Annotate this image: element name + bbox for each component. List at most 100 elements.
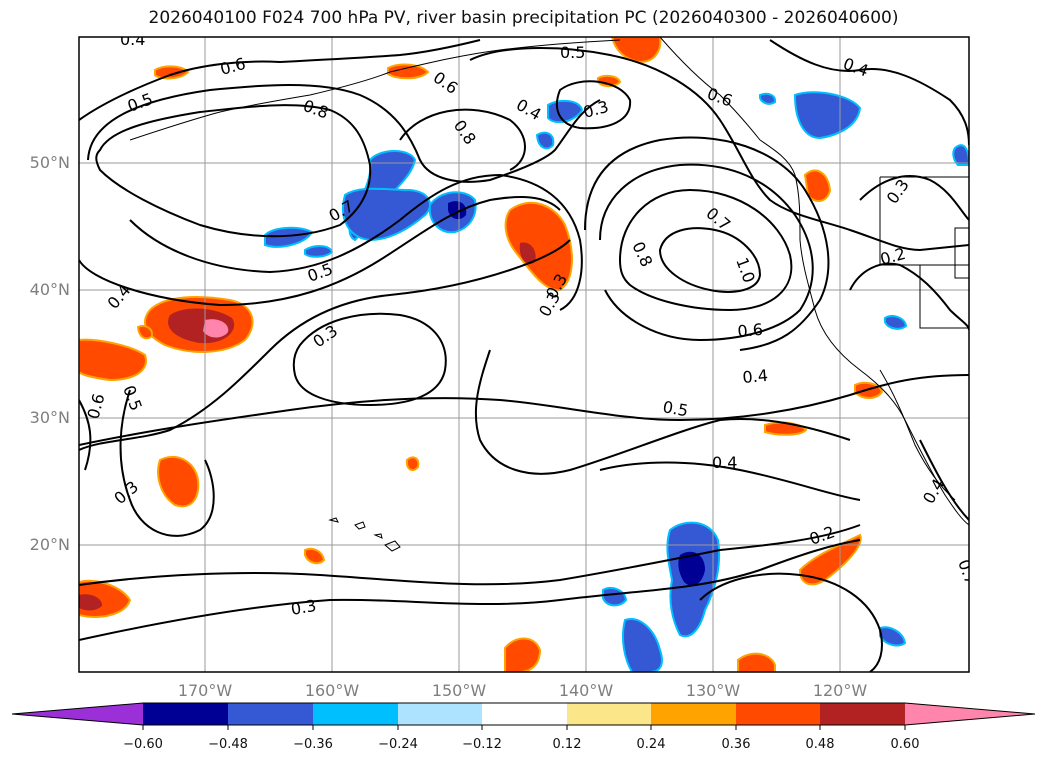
colorbar-segment [228,703,313,725]
pv-contour [79,399,92,471]
precip-negative-region [879,626,907,647]
pv-contour [474,349,851,475]
lon-label: 130°W [685,681,741,700]
pv-contour [859,175,969,221]
pv-contour [769,39,969,146]
precip-positive-region [798,533,862,586]
pv-contour [79,524,861,586]
precip-negative-region [884,315,908,330]
lat-label: 30°N [29,408,70,427]
pv-contour [292,312,447,407]
contour-label: 0.4 [513,95,545,124]
colorbar-tick-label: −0.60 [123,737,163,752]
hawaii-islands [328,517,401,552]
pv-contour [399,108,526,171]
pv-contour [79,39,481,121]
pv-contour [79,539,861,641]
contour-label: 0.5 [661,397,689,420]
precip-positive-region [764,421,808,436]
contour-label: 1.0 [732,255,759,285]
pv-contour [584,136,830,351]
precip-negative-region [759,92,777,105]
contour-label: 0.5 [125,89,155,116]
colorbar-tick-label: 0.12 [552,737,582,752]
contour-label: 0.3 [289,596,317,619]
baja-coast [879,369,956,501]
colorbar-segment [482,703,567,725]
precip-negative-region [264,226,314,248]
contour-label: 0.5 [119,383,146,413]
precip-strong-region [79,594,103,611]
north-america-coast [659,37,969,526]
pv-contours [79,39,969,672]
contour-label: 0.4 [120,30,145,49]
precip-max-region [203,319,229,338]
precip-positive-region [610,37,662,64]
precip-positive-region [136,325,154,340]
pv-contour [119,389,215,537]
contour-label: 0.4 [742,366,769,387]
colorbar-segment [736,703,820,725]
contour-label: 0.8 [450,116,480,148]
lon-label: 170°W [177,681,233,700]
pv-contour [87,84,601,183]
pv-contour [699,572,883,672]
colorbar-tick-label: −0.36 [293,737,333,752]
contour-label: 0.5 [560,43,585,62]
pv-contour [658,227,762,293]
contour-label: 0.6 [84,392,109,422]
precip-negative-region [793,91,862,140]
contour-label: 0.6 [737,320,764,341]
contour-label: 0.3 [309,321,341,351]
lat-label: 20°N [29,535,70,554]
precip-positive-region [79,338,147,382]
precip-positive-region [405,456,420,472]
colorbar-tick-label: 0.24 [636,737,666,752]
contour-label: 0.4 [919,475,948,507]
contour-label: 0.6 [430,68,462,98]
colorbar-extend-min [12,703,143,725]
lon-label: 150°W [431,681,487,700]
pv-contour [849,262,969,331]
pv-contour [469,47,969,252]
precip-positive-region [737,652,776,672]
contour-label: 0.8 [301,96,331,123]
colorbar-segment [398,703,482,725]
colorbar-tick-label: 0.48 [805,737,835,752]
pv-contour [599,163,814,342]
precip-negative-region [535,131,555,150]
contour-label: 0.7 [702,204,734,235]
precip-negative-region [342,187,431,242]
pv-contour [618,188,793,312]
pv-contour [129,173,583,311]
colorbar-segment [820,703,905,725]
colorbar-extend-max [905,703,1035,725]
pv-contour [95,104,372,238]
colorbar-segment [651,703,736,725]
pv-contour [919,439,969,521]
contour-label: 0.6 [218,54,248,79]
precip-positive-region [803,169,832,202]
colorbar-tick-label: −0.48 [208,737,248,752]
precip-strong-negative [678,551,705,586]
plot-area: 0.4 0.6 0.5 0.8 0.6 0.5 0.4 0.3 0.8 0.6 … [79,30,981,672]
colorbar-segment [313,703,398,725]
pv-contour [79,196,561,307]
aleutian-islands [129,71,391,141]
precip-positive-region [154,65,190,80]
precip-strong-region [519,242,536,264]
pv-contour [79,239,571,451]
colorbar-ticks [142,725,906,730]
colorbar-tick-label: −0.24 [378,737,418,752]
precip-positive-region [504,637,542,672]
precip-shading [79,37,969,672]
colorbar-tick-label: −0.12 [462,737,502,752]
colorbar [11,702,1036,730]
colorbar-segment [143,703,228,725]
pv-contour [599,461,861,501]
contour-label: 0.3 [110,477,142,508]
map-title: 2026040100 F024 700 hPa PV, river basin … [148,8,899,28]
contour-label: 0.7 [954,557,981,587]
precip-negative-region [602,587,628,607]
